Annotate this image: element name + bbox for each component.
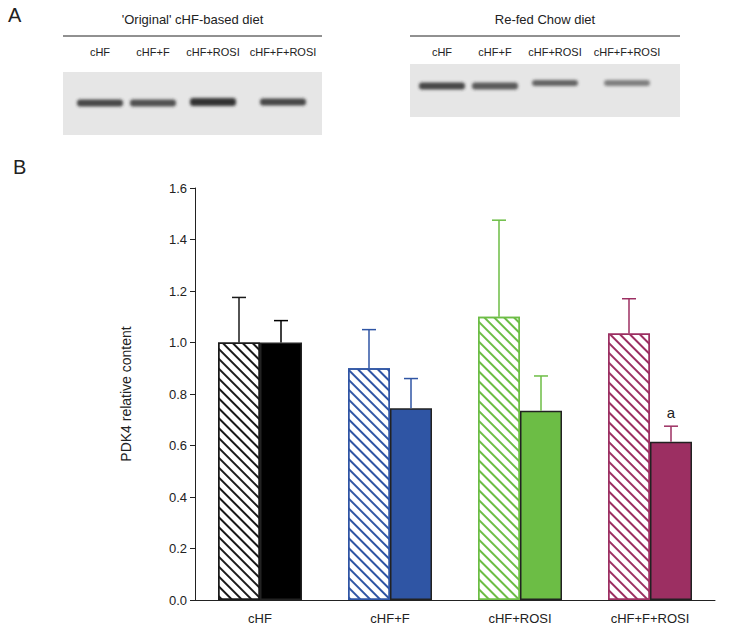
svg-text:cHF+F+ROSI: cHF+F+ROSI	[611, 611, 690, 626]
svg-text:Re-fed Chow diet: Re-fed Chow diet	[495, 12, 596, 27]
svg-text:cHF: cHF	[248, 611, 272, 626]
svg-text:1.2: 1.2	[169, 284, 187, 299]
svg-text:cHF+ROSI: cHF+ROSI	[488, 611, 551, 626]
svg-text:0.0: 0.0	[169, 593, 187, 608]
svg-text:cHF+F: cHF+F	[136, 46, 170, 58]
svg-text:a: a	[667, 404, 676, 421]
svg-text:0.2: 0.2	[169, 541, 187, 556]
svg-text:cHF: cHF	[432, 46, 452, 58]
svg-text:cHF+F: cHF+F	[478, 46, 512, 58]
svg-text:0.6: 0.6	[169, 438, 187, 453]
svg-text:cHF+F+ROSI: cHF+F+ROSI	[594, 46, 661, 58]
svg-text:'Original' cHF-based diet: 'Original' cHF-based diet	[122, 12, 264, 27]
svg-text:PDK4 relative content: PDK4 relative content	[118, 326, 134, 462]
svg-text:cHF: cHF	[90, 46, 110, 58]
svg-text:cHF+F+ROSI: cHF+F+ROSI	[250, 46, 317, 58]
svg-text:0.4: 0.4	[169, 490, 187, 505]
svg-text:1.6: 1.6	[169, 181, 187, 196]
svg-text:cHF+F: cHF+F	[370, 611, 409, 626]
svg-text:0.8: 0.8	[169, 387, 187, 402]
svg-text:A: A	[8, 4, 22, 26]
svg-text:cHF+ROSI: cHF+ROSI	[528, 46, 581, 58]
svg-text:1.0: 1.0	[169, 335, 187, 350]
svg-text:cHF+ROSI: cHF+ROSI	[186, 46, 239, 58]
svg-text:B: B	[13, 156, 26, 178]
svg-text:1.4: 1.4	[169, 232, 187, 247]
